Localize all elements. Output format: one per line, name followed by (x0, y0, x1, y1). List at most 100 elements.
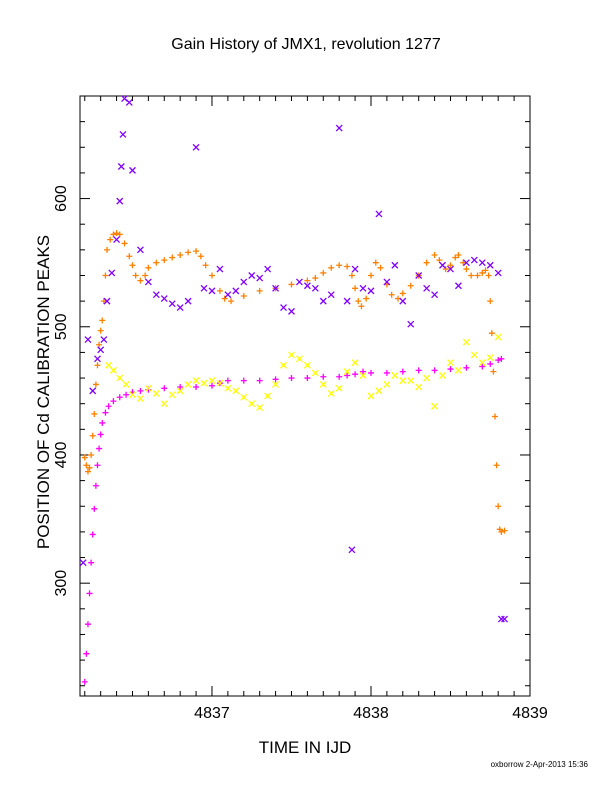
data-point (399, 290, 406, 297)
data-point (169, 254, 176, 261)
data-point (193, 248, 200, 255)
data-point (208, 287, 216, 295)
data-point (208, 272, 215, 279)
data-point (137, 387, 144, 394)
data-point (388, 291, 395, 298)
data-point (470, 351, 478, 359)
data-point (311, 284, 319, 292)
data-point (447, 366, 454, 373)
data-point (221, 295, 228, 302)
data-point (216, 265, 224, 273)
data-point (89, 387, 97, 395)
data-point (193, 384, 200, 391)
data-point (232, 387, 240, 395)
data-point (312, 275, 319, 282)
data-point (463, 364, 470, 371)
data-point (407, 320, 415, 328)
data-point (102, 272, 109, 279)
data-point (107, 236, 114, 243)
data-point (431, 402, 439, 410)
data-point (367, 272, 374, 279)
x-tick-label: 4838 (353, 705, 389, 722)
data-point (136, 246, 144, 254)
data-point (367, 392, 375, 400)
data-point (474, 272, 481, 279)
data-point (486, 261, 494, 269)
data-point (232, 287, 240, 295)
data-point (303, 282, 311, 290)
data-point (415, 367, 422, 374)
data-point (129, 166, 136, 174)
data-point (336, 373, 343, 380)
data-point (145, 264, 152, 271)
data-point (104, 246, 111, 253)
data-point (168, 391, 176, 399)
data-point (495, 357, 502, 364)
data-series (81, 230, 508, 535)
data-point (351, 265, 359, 273)
data-point (192, 143, 200, 151)
data-point (94, 362, 101, 369)
data-point (192, 377, 200, 385)
data-point (248, 272, 256, 279)
data-point (351, 359, 359, 367)
data-point (92, 381, 99, 388)
data-point (153, 259, 160, 266)
data-point (327, 291, 335, 299)
data-point (94, 355, 101, 363)
data-point (335, 384, 343, 392)
data-point (102, 409, 109, 416)
data-point (99, 419, 106, 426)
data-point (208, 377, 216, 385)
data-point (295, 355, 303, 363)
data-point (343, 368, 351, 376)
data-point (216, 287, 223, 294)
data-marks (79, 95, 509, 685)
data-point (152, 291, 160, 299)
data-point (109, 366, 117, 374)
data-point (303, 361, 311, 369)
data-point (497, 615, 505, 623)
data-point (336, 262, 343, 269)
data-point (122, 381, 130, 388)
data-point (108, 269, 116, 277)
data-point (91, 505, 98, 512)
data-point (129, 262, 136, 269)
y-tick-label: 300 (53, 570, 70, 597)
data-point (137, 277, 144, 284)
data-point (423, 284, 431, 292)
data-point (86, 464, 93, 471)
data-point (319, 297, 327, 305)
data-point (383, 278, 391, 286)
data-point (367, 287, 375, 295)
data-point (501, 527, 508, 534)
data-point (439, 261, 447, 269)
data-point (116, 231, 123, 238)
data-point (487, 360, 494, 367)
data-point (436, 257, 443, 264)
data-point (407, 282, 414, 289)
data-point (494, 269, 502, 277)
data-point (431, 291, 439, 299)
data-point (184, 297, 192, 305)
data-point (92, 482, 99, 489)
y-axis-label: POSITION OF Cd CALIBRATION PEAKS (34, 234, 53, 550)
data-point (97, 346, 105, 354)
data-point (240, 293, 247, 299)
data-point (295, 278, 303, 286)
data-point (280, 304, 287, 311)
data-point (116, 197, 124, 205)
data-point (84, 468, 91, 475)
data-point (256, 274, 264, 282)
data-point (383, 381, 391, 388)
data-point (304, 277, 311, 284)
x-axis-label: TIME IN IJD (258, 738, 352, 757)
data-point (84, 336, 92, 344)
data-point (202, 262, 209, 269)
data-point (363, 295, 370, 302)
x-tick-label: 4839 (512, 705, 548, 722)
data-point (348, 546, 356, 554)
data-point (81, 678, 88, 685)
data-point (142, 272, 149, 279)
data-point (358, 303, 365, 310)
